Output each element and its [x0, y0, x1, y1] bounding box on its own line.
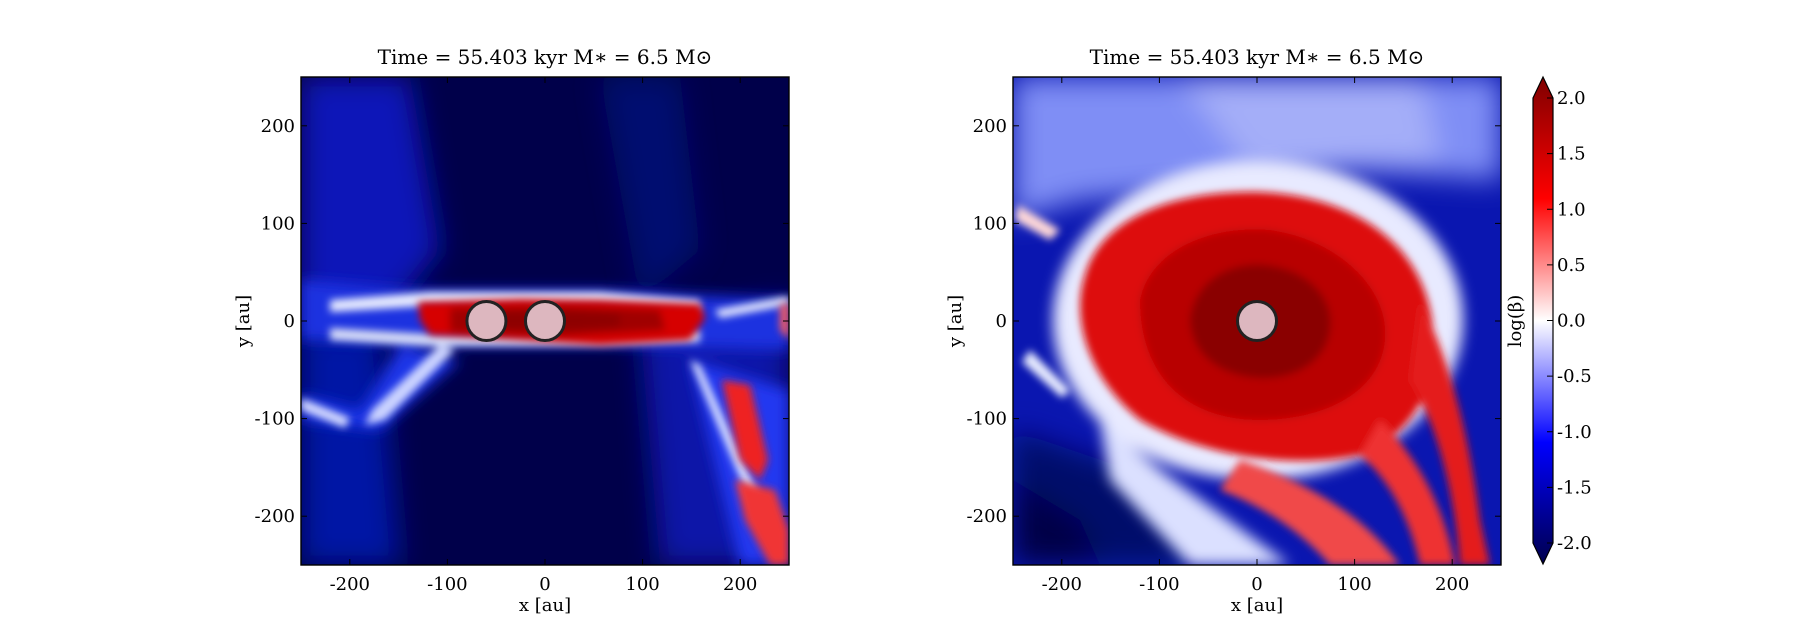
- left-marker-1: [465, 299, 508, 343]
- colorbar-label: log(β): [1505, 295, 1526, 348]
- colorbar-tick-label: 1.5: [1557, 144, 1586, 165]
- colorbar-tick-label: 0.0: [1557, 311, 1586, 332]
- colorbar-tick-label: 1.0: [1557, 199, 1586, 220]
- left-xticks: -200 -100 0 100 200: [330, 77, 757, 595]
- colorbar-tick-label: 0.5: [1557, 255, 1586, 276]
- right-panel: Time = 55.403 kyr M∗ = 6.5 M⊙: [945, 45, 1502, 616]
- right-xtick-label: 0: [1251, 574, 1262, 595]
- right-xtick-label: 100: [1337, 574, 1371, 595]
- colorbar-tick-label: -2.0: [1557, 533, 1592, 554]
- right-panel-title: Time = 55.403 kyr M∗ = 6.5 M⊙: [1090, 45, 1425, 69]
- left-ytick-label: -200: [255, 506, 295, 527]
- right-yticks: -200 -100 0 100 200: [967, 116, 1501, 527]
- right-x-label: x [au]: [1231, 595, 1283, 616]
- right-marker-1: [1235, 299, 1279, 343]
- left-xtick-label: -100: [427, 574, 467, 595]
- left-y-label: y [au]: [233, 295, 254, 348]
- right-ytick-label: 0: [996, 311, 1007, 332]
- right-y-label: y [au]: [945, 295, 966, 348]
- right-ytick-label: -200: [967, 506, 1007, 527]
- left-markers: [465, 299, 567, 343]
- right-xtick-label: -100: [1139, 574, 1179, 595]
- left-x-label: x [au]: [519, 595, 571, 616]
- left-yticks: -200 -100 0 100 200: [255, 116, 789, 527]
- colorbar-ticks: -2.0 -1.5 -1.0 -0.5 0.0 0.5 1.0 1.5 2.0: [1547, 88, 1592, 554]
- right-xtick-label: 200: [1435, 574, 1469, 595]
- colorbar-tick-label: 2.0: [1557, 88, 1586, 109]
- left-ytick-label: 0: [284, 311, 295, 332]
- left-xtick-label: -200: [330, 574, 370, 595]
- left-ytick-label: 200: [261, 116, 295, 137]
- left-xtick-label: 100: [625, 574, 659, 595]
- colorbar-tick-label: -1.0: [1557, 422, 1592, 443]
- left-xtick-label: 200: [723, 574, 757, 595]
- left-marker-2: [523, 299, 567, 343]
- colorbar-tick-label: -0.5: [1557, 366, 1592, 387]
- left-panel: Time = 55.403 kyr M∗ = 6.5 M⊙: [233, 45, 790, 616]
- right-ytick-label: 200: [973, 116, 1007, 137]
- right-xticks: -200 -100 0 100 200: [1042, 77, 1469, 595]
- left-ytick-label: 100: [261, 213, 295, 234]
- right-xtick-label: -200: [1042, 574, 1082, 595]
- left-panel-title: Time = 55.403 kyr M∗ = 6.5 M⊙: [378, 45, 713, 69]
- right-ytick-label: 100: [973, 213, 1007, 234]
- right-ytick-label: -100: [967, 409, 1007, 430]
- colorbar: -2.0 -1.5 -1.0 -0.5 0.0 0.5 1.0 1.5 2.0 log(β): [1505, 75, 1592, 566]
- right-markers: [1235, 299, 1279, 343]
- colorbar-tick-label: -1.5: [1557, 477, 1592, 498]
- left-ytick-label: -100: [255, 409, 295, 430]
- left-xtick-label: 0: [539, 574, 550, 595]
